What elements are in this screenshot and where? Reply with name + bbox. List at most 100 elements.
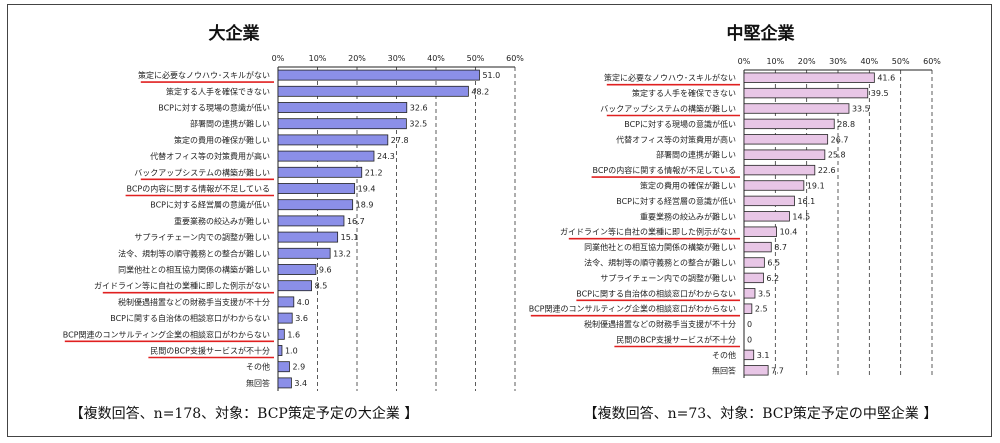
- mid-enterprise-chart: 0% 10% 20% 30% 40% 50% 60% 策定に必要なノウハウ･スキルがない 41.…: [529, 57, 941, 378]
- data-label: 14.5: [792, 212, 810, 221]
- data-label: 3.5: [758, 289, 771, 298]
- tick-label: 30%: [388, 54, 406, 63]
- bar: [743, 195, 795, 207]
- bar: [743, 134, 829, 145]
- category-label: バックアップシステムの構築が難しい: [134, 167, 270, 177]
- bar: [277, 150, 375, 162]
- category-label: その他: [712, 350, 736, 360]
- data-label: 32.5: [409, 120, 427, 129]
- category-label: 部署間の連携が難しい: [190, 119, 270, 129]
- tick-label: 40%: [427, 54, 445, 63]
- bar: [277, 85, 469, 97]
- bar: [277, 345, 283, 356]
- category-label: 重要業務の絞込みが難しい: [174, 216, 270, 226]
- large-enterprise-chart: 0% 10% 20% 30% 40% 50% 60% 策定に必要なノウハウ･スキルがない 51.…: [63, 54, 524, 391]
- bar: [277, 215, 345, 227]
- category-label: 法令、規制等の順守義務との整合が難しい: [118, 248, 270, 258]
- data-label: 48.2: [471, 87, 489, 96]
- category-label: 税制優遇措置などの財務手当支援が不十分: [118, 297, 270, 307]
- data-label: 13.2: [333, 249, 351, 258]
- category-label: 策定する人手を確保できない: [632, 88, 736, 98]
- category-label: BCPに対する経営層の意識が低い: [616, 196, 736, 206]
- category-label: その他: [246, 362, 270, 372]
- data-label: 16.7: [347, 217, 365, 226]
- tick-label: 60%: [506, 54, 524, 63]
- bar: [743, 149, 826, 160]
- data-label: 9.6: [319, 266, 332, 275]
- chart-caption: 【複数回答、n=178、対象：BCP策定予定の大企業 】: [69, 406, 419, 422]
- category-label: 同業他社との相互協力関係の構築が難しい: [584, 242, 736, 252]
- data-label: 2.9: [292, 363, 305, 372]
- data-label: 15.1: [341, 233, 359, 242]
- tick-label: 0%: [272, 54, 285, 63]
- category-label: 法令、規制等の順守義務との整合が難しい: [584, 258, 736, 268]
- bar: [743, 72, 875, 83]
- data-label: 6.5: [767, 259, 780, 268]
- bar: [277, 134, 389, 146]
- category-label: 無回答: [246, 378, 270, 388]
- bar: [277, 231, 339, 243]
- category-label: BCPに関する自治体の相談窓口がわからない: [576, 288, 736, 298]
- category-label: BCPの内容に関する情報が不足している: [592, 165, 736, 175]
- bar: [277, 280, 312, 292]
- data-label: 51.0: [482, 71, 500, 80]
- category-label: BCPの内容に関する情報が不足している: [126, 184, 270, 194]
- category-label: BCP関連のコンサルティング企業の相談窓口がわからない: [63, 329, 270, 339]
- data-label: 8.7: [774, 243, 787, 252]
- bar: [743, 257, 765, 268]
- category-label: 策定に必要なノウハウ･スキルがない: [138, 70, 270, 80]
- bar: [743, 349, 755, 361]
- bar: [277, 166, 363, 178]
- figure-frame: 大企業 0% 10% 20% 30% 40% 50% 60% 策定に必要なノウハウ･スキルがな…: [7, 4, 992, 437]
- category-label: サプライチェーン内での調整が難しい: [134, 232, 270, 242]
- tick-label: 50%: [892, 57, 910, 66]
- bar: [277, 312, 293, 324]
- data-label: 33.5: [852, 105, 870, 114]
- category-label: 無回答: [712, 365, 736, 375]
- data-label: 1.6: [287, 330, 300, 339]
- data-label: 19.1: [807, 182, 825, 191]
- bar: [277, 69, 480, 81]
- chart-caption: 【複数回答、n=73、対象：BCP策定予定の中堅企業 】: [583, 406, 938, 422]
- bar: [743, 226, 777, 237]
- category-label: 部署間の連携が難しい: [656, 150, 736, 160]
- mid-enterprise-panel: 中堅企業 0% 10% 20% 30% 40% 50% 60% 策定に必要なノウハウ･スキルが…: [500, 5, 993, 436]
- data-label: 4.0: [297, 298, 310, 307]
- category-label: 税制優遇措置などの財務手当支援が不十分: [584, 319, 736, 329]
- category-label: 同業他社との相互協力関係の構築が難しい: [118, 265, 270, 275]
- category-label: バックアップシステムの構築が難しい: [600, 104, 736, 114]
- bar: [277, 102, 408, 113]
- category-label: 策定の費用の確保が難しい: [174, 135, 270, 145]
- category-label: BCP関連のコンサルティング企業の相談窓口がわからない: [529, 304, 736, 314]
- data-label: 25.8: [828, 151, 846, 160]
- bar: [277, 264, 317, 275]
- category-label: サプライチェーン内での調整が難しい: [600, 273, 736, 283]
- data-label: 8.5: [315, 282, 328, 291]
- data-label: 32.6: [410, 104, 428, 113]
- bar: [743, 272, 764, 284]
- category-label: 代替オフィス等の対策費用が高い: [150, 151, 270, 161]
- category-label: 民間のBCP支援サービスが不十分: [150, 346, 270, 356]
- data-label: 6.2: [766, 274, 779, 283]
- bar: [277, 183, 356, 194]
- data-label: 21.2: [365, 168, 383, 177]
- bar: [277, 247, 331, 259]
- data-label: 18.9: [356, 201, 374, 210]
- data-label: 19.4: [358, 185, 376, 194]
- tick-label: 20%: [348, 54, 366, 63]
- bar: [743, 164, 816, 176]
- category-label: BCPに対する経営層の意識が低い: [150, 200, 270, 210]
- bar: [743, 288, 756, 299]
- bar: [743, 103, 850, 114]
- data-label: 1.0: [285, 347, 298, 356]
- large-enterprise-panel: 大企業 0% 10% 20% 30% 40% 50% 60% 策定に必要なノウハウ･スキルがな…: [8, 5, 525, 436]
- tick-label: 0%: [738, 57, 751, 66]
- tick-label: 20%: [798, 57, 816, 66]
- category-label: BCPに対する現場の意識が低い: [158, 103, 270, 113]
- tick-label: 40%: [860, 57, 878, 66]
- category-label: 策定に必要なノウハウ･スキルがない: [604, 73, 736, 83]
- data-label: 10.4: [780, 228, 798, 237]
- bar: [277, 296, 295, 308]
- category-label: BCPに関する自治体の相談窓口がわからない: [110, 313, 270, 323]
- category-label: 重要業務の絞込みが難しい: [640, 211, 736, 221]
